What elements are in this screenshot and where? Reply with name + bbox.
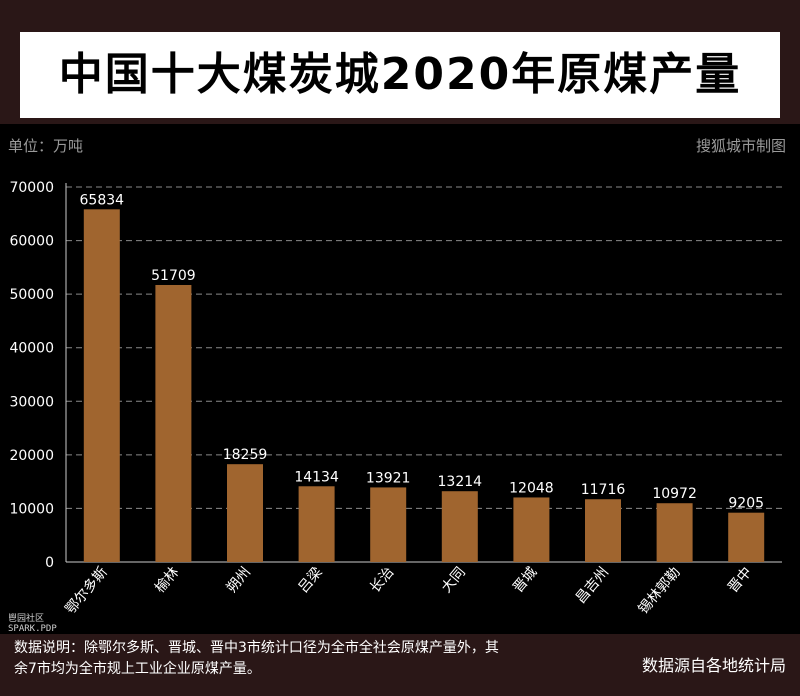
- x-tick-label: 朔州: [224, 564, 254, 596]
- data-label: 14134: [294, 469, 339, 485]
- data-note: 数据说明：除鄂尔多斯、晋城、晋中3市统计口径为全市全社会原煤产量外，其余7市均为…: [14, 640, 499, 677]
- bar: [155, 284, 192, 562]
- x-tick-label: 鄂尔多斯: [62, 564, 111, 618]
- credit-label: 搜狐城市制图: [695, 137, 786, 155]
- x-tick-label: 大同: [439, 564, 469, 596]
- data-source: 数据源自各地统计局: [641, 656, 786, 675]
- x-tick-label: 晋中: [725, 564, 755, 596]
- data-label: 11716: [581, 482, 626, 498]
- data-label: 12048: [509, 480, 554, 496]
- data-label: 65834: [80, 192, 125, 208]
- y-tick-label: 70000: [9, 180, 54, 196]
- data-label: 13921: [366, 470, 411, 486]
- bar: [585, 499, 621, 562]
- watermark-logo: 鬯园社区 SPARK.PDP: [8, 614, 57, 634]
- x-tick-label: 榆林: [152, 564, 182, 596]
- chart-title: 中国十大煤炭城2020年原煤产量: [20, 32, 780, 118]
- bar: [656, 503, 693, 562]
- x-tick-label: 吕梁: [295, 564, 325, 596]
- bar: [298, 486, 335, 562]
- bar: [513, 497, 550, 562]
- unit-label: 单位：万吨: [8, 137, 84, 155]
- y-tick-label: 0: [45, 555, 54, 571]
- bar: [83, 209, 120, 562]
- y-tick-label: 60000: [9, 234, 54, 250]
- x-tick-label: 锡林郭勒: [635, 564, 684, 618]
- bar-chart: 0 10000 20000 30000 40000 50000 60000 70000 6583…: [9, 180, 782, 618]
- data-label: 10972: [652, 486, 697, 502]
- data-label: 18259: [223, 447, 268, 463]
- y-tick-label: 30000: [9, 394, 54, 410]
- x-tick-label: 昌吉州: [573, 564, 612, 606]
- y-tick-label: 50000: [9, 287, 54, 303]
- x-tick-label: 晋城: [510, 564, 540, 596]
- footer-band: [0, 634, 800, 696]
- y-tick-label: 40000: [9, 341, 54, 357]
- y-tick-label: 20000: [9, 448, 54, 464]
- bar: [441, 491, 478, 562]
- data-label: 51709: [151, 268, 196, 284]
- x-tick-label: 长治: [367, 564, 397, 596]
- bar: [370, 487, 407, 562]
- bar: [227, 464, 263, 562]
- data-label: 9205: [728, 496, 764, 512]
- data-label: 13214: [438, 474, 483, 490]
- bar: [728, 512, 765, 562]
- watermark-line-1: 鬯园社区: [8, 614, 45, 624]
- watermark-line-2: SPARK.PDP: [8, 624, 57, 634]
- y-tick-label: 10000: [9, 501, 54, 517]
